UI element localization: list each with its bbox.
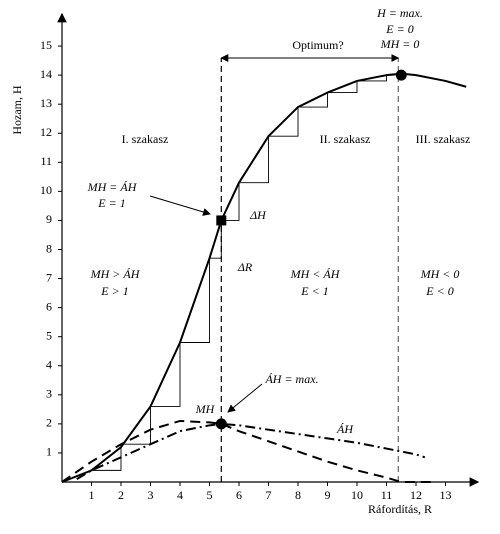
x-tick-label: 5 <box>207 488 213 502</box>
annotation: ΔH <box>249 208 267 222</box>
annotation: E = 0 <box>385 22 413 36</box>
step-line <box>91 74 395 471</box>
y-tick-label: 3 <box>46 387 52 401</box>
y-tick-label: 13 <box>40 96 52 110</box>
x-tick-label: 6 <box>236 488 242 502</box>
curve <box>61 419 431 483</box>
x-tick-label: 13 <box>440 488 452 502</box>
y-tick-label: 15 <box>40 38 52 52</box>
annotation: ÁH = max. <box>264 372 318 386</box>
y-tick-label: 2 <box>46 416 52 430</box>
point <box>395 69 407 81</box>
x-tick-label: 4 <box>177 488 183 502</box>
annotation: III. szakasz <box>416 132 471 146</box>
point <box>215 418 227 430</box>
y-tick-label: 1 <box>46 445 52 459</box>
curve <box>76 422 426 480</box>
y-tick-label: 5 <box>46 328 52 342</box>
curve-label: ÁH <box>336 422 354 436</box>
x-tick-label: 8 <box>295 488 301 502</box>
annotation: ΔR <box>237 260 253 274</box>
annotation: MH < ÁH <box>290 267 341 281</box>
annotation: H = max. <box>376 6 423 20</box>
annotation: MH = 0 <box>380 37 420 51</box>
x-tick-label: 2 <box>118 488 124 502</box>
x-tick-label: 11 <box>381 488 393 502</box>
x-tick-label: 1 <box>89 488 95 502</box>
y-tick-label: 9 <box>46 212 52 226</box>
x-tick-label: 7 <box>266 488 272 502</box>
x-tick-label: 10 <box>351 488 363 502</box>
annotation: II. szakasz <box>320 132 371 146</box>
annotation: E < 1 <box>300 284 328 298</box>
x-tick-label: 9 <box>325 488 331 502</box>
curve-label: MH <box>195 402 216 416</box>
y-tick-label: 12 <box>40 125 52 139</box>
y-axis-label: Hozam, H <box>10 85 24 135</box>
x-tick-label: 3 <box>148 488 154 502</box>
annotation: MH < 0 <box>420 267 460 281</box>
annotation: MH = ÁH <box>87 180 138 194</box>
x-axis-label: Ráfordítás, R <box>368 502 432 516</box>
y-tick-label: 10 <box>40 183 52 197</box>
pointer-arrow <box>227 383 263 413</box>
annotation: I. szakasz <box>122 132 169 146</box>
annotation: MH > ÁH <box>90 267 141 281</box>
y-tick-label: 6 <box>46 299 52 313</box>
point <box>216 215 227 226</box>
annotation: E > 1 <box>100 284 128 298</box>
annotation: Optimum? <box>292 38 343 52</box>
annotation: E < 0 <box>425 284 453 298</box>
pointer-arrow <box>149 195 211 216</box>
y-tick-label: 8 <box>46 241 52 255</box>
y-tick-label: 11 <box>40 154 52 168</box>
y-tick-label: 14 <box>40 67 52 81</box>
y-tick-label: 4 <box>46 358 52 372</box>
x-tick-label: 12 <box>410 488 422 502</box>
y-tick-label: 7 <box>46 270 52 284</box>
annotation: E = 1 <box>97 196 125 210</box>
